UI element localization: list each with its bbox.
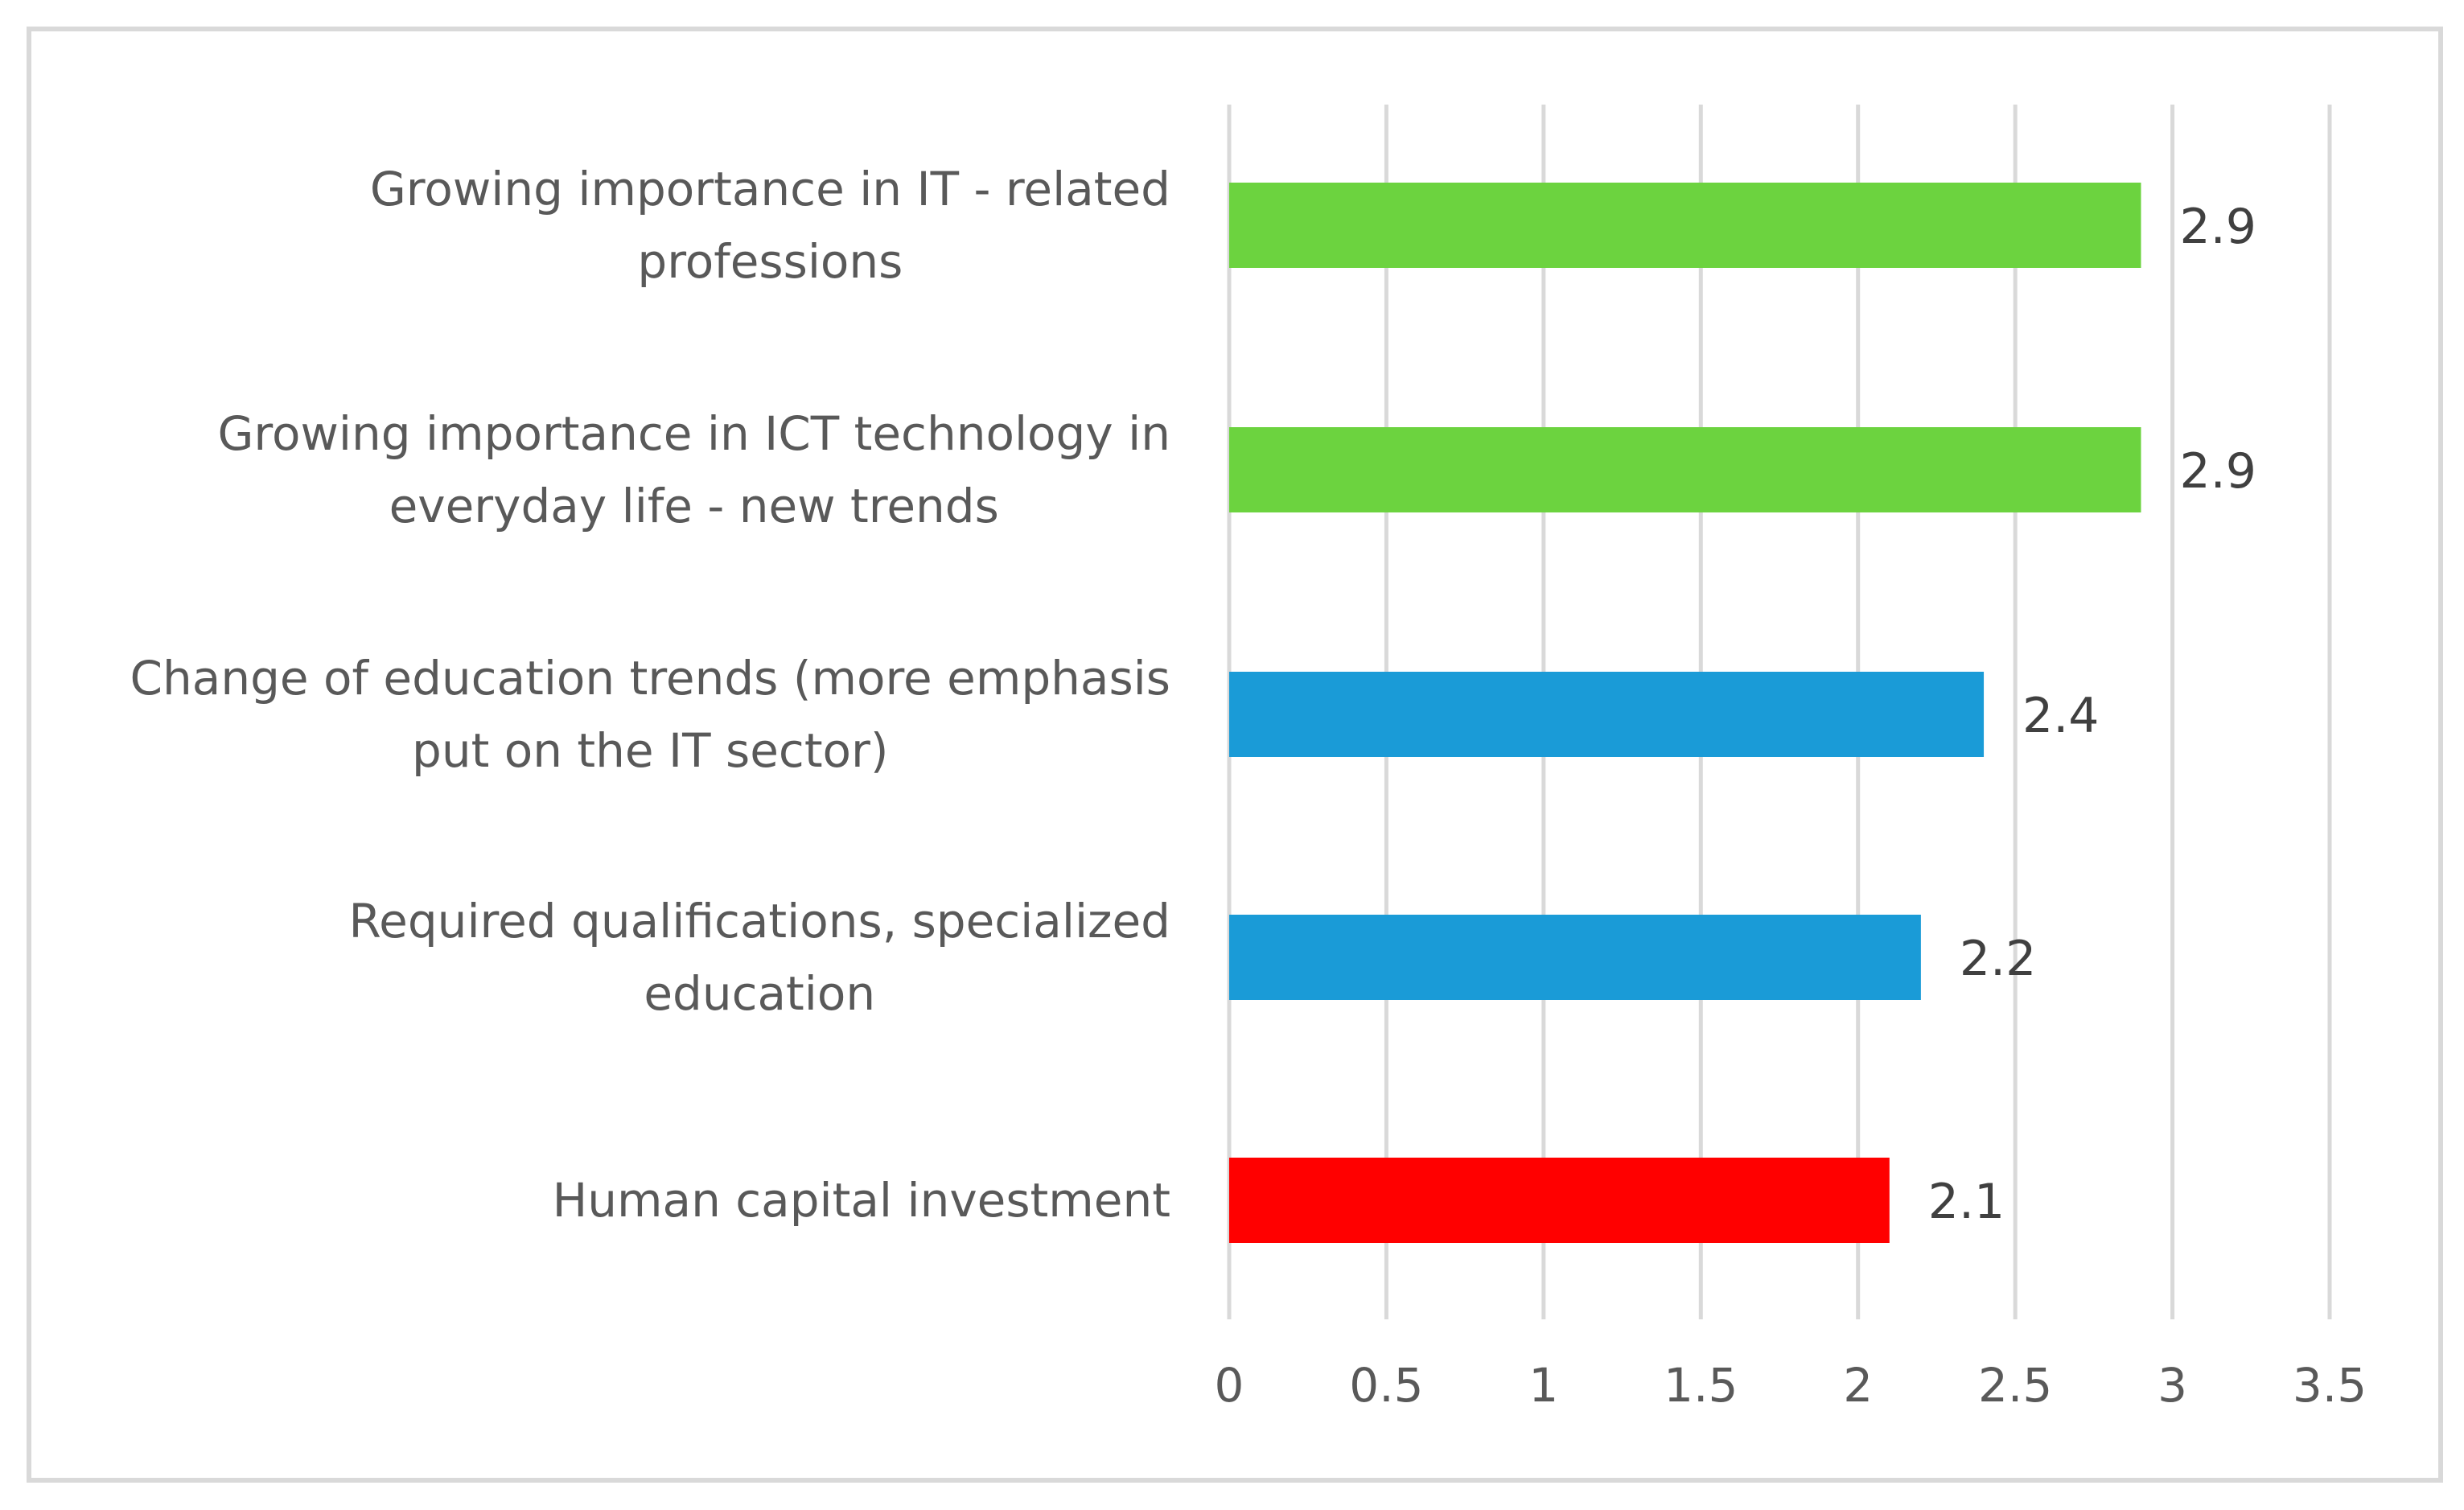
- bar: [1229, 672, 1985, 757]
- data-label: 2.2: [1960, 931, 2036, 987]
- category-label: Growing importance in ICT technology in: [217, 406, 1170, 461]
- category-label: professions: [637, 234, 903, 289]
- data-label: 2.9: [2179, 443, 2256, 500]
- x-tick-label: 0: [1215, 1358, 1244, 1413]
- data-label: 2.9: [2179, 199, 2256, 255]
- bar: [1229, 1158, 1890, 1243]
- x-axis-tick-labels: 0 0.5 1 1.5 2 2.5 3 3.5: [1215, 1358, 2367, 1413]
- bar: [1229, 183, 2141, 268]
- bars: [1229, 183, 2141, 1243]
- x-tick-label: 1: [1528, 1358, 1558, 1413]
- category-labels: Growing importance in IT - related profes…: [130, 162, 1170, 1228]
- category-label: Growing importance in IT - related: [370, 162, 1170, 216]
- x-tick-label: 2.5: [1978, 1358, 2052, 1413]
- category-label: Human capital investment: [553, 1173, 1170, 1228]
- x-tick-label: 1.5: [1664, 1358, 1738, 1413]
- x-tick-label: 2: [1843, 1358, 1873, 1413]
- x-tick-label: 3.5: [2293, 1358, 2367, 1413]
- category-label: everyday life - new trends: [389, 479, 999, 533]
- category-label: Change of education trends (more emphasi…: [130, 651, 1170, 706]
- x-tick-label: 3: [2158, 1358, 2187, 1413]
- x-tick-label: 0.5: [1349, 1358, 1423, 1413]
- bar: [1229, 427, 2141, 512]
- category-label: Required qualifications, specialized: [348, 894, 1170, 948]
- data-label: 2.1: [1928, 1174, 2005, 1230]
- data-label: 2.4: [2022, 688, 2099, 744]
- data-labels: 2.9 2.9 2.4 2.2 2.1: [1928, 199, 2256, 1230]
- category-label: put on the IT sector): [412, 723, 889, 778]
- bar: [1229, 915, 1921, 1000]
- category-label: education: [644, 966, 875, 1021]
